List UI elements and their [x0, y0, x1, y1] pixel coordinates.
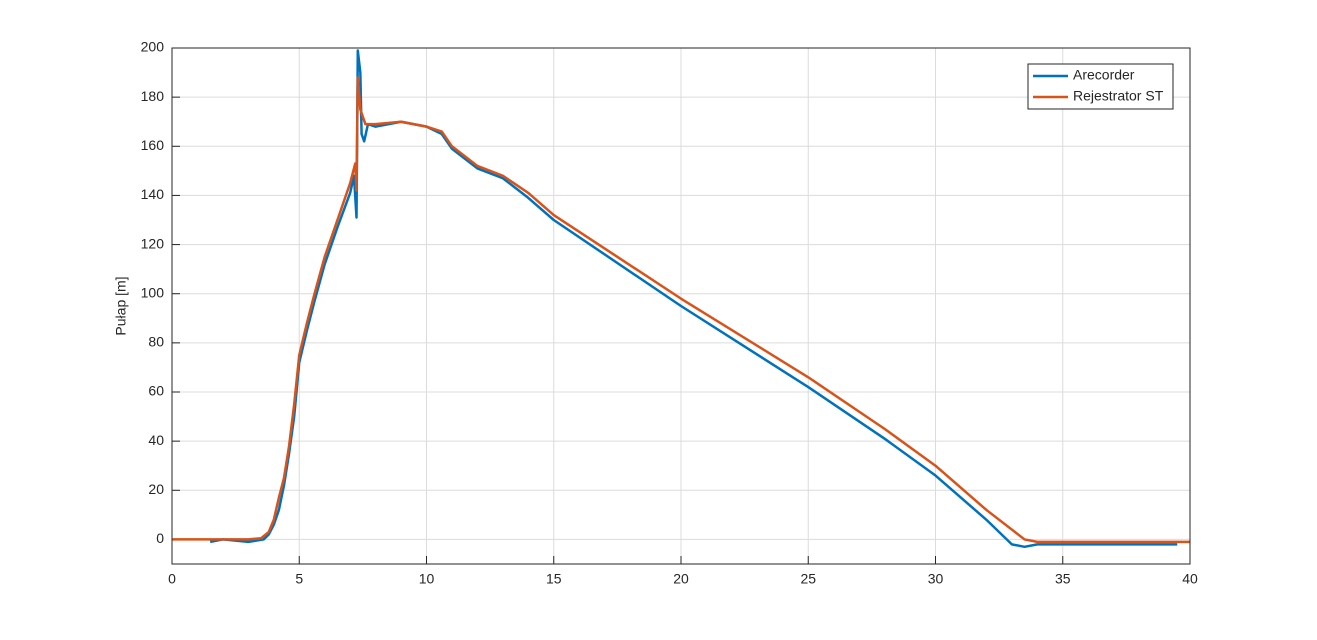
y-tick-label: 160 [141, 137, 165, 153]
y-tick-label: 180 [141, 88, 165, 104]
legend-label: Arecorder [1073, 67, 1135, 83]
x-tick-label: 25 [800, 571, 816, 587]
x-tick-label: 5 [295, 571, 303, 587]
y-tick-label: 60 [148, 383, 164, 399]
y-tick-label: 200 [141, 39, 165, 55]
y-tick-label: 120 [141, 235, 165, 251]
x-tick-label: 40 [1182, 571, 1198, 587]
x-tick-label: 30 [928, 571, 944, 587]
y-axis-label: Pułap [m] [113, 276, 129, 335]
y-tick-label: 40 [148, 432, 164, 448]
x-tick-label: 20 [673, 571, 689, 587]
x-tick-label: 0 [168, 571, 176, 587]
y-tick-label: 20 [148, 481, 164, 497]
plot-frame [171, 47, 1191, 565]
legend-box [1027, 63, 1174, 110]
legend-label: Rejestrator ST [1073, 88, 1164, 104]
y-tick-label: 100 [141, 284, 165, 300]
x-tick-label: 35 [1055, 571, 1071, 587]
series-line [172, 76, 1190, 544]
series-line [209, 49, 1178, 549]
x-tick-label: 10 [419, 571, 435, 587]
y-tick-label: 140 [141, 186, 165, 202]
x-tick-label: 15 [546, 571, 562, 587]
y-tick-label: 0 [156, 530, 164, 546]
y-tick-label: 80 [148, 334, 164, 350]
